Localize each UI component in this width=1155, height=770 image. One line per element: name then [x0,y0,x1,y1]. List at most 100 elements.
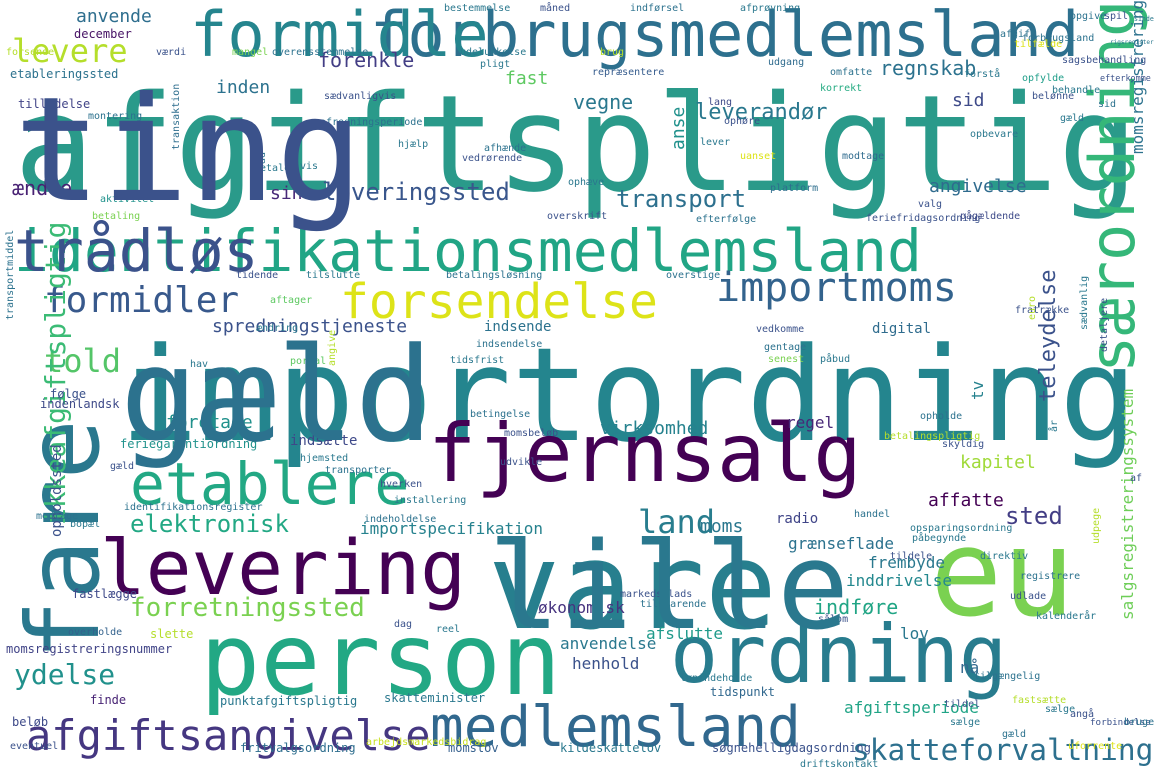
word-98: korrekt [820,83,863,94]
word-187: bruge [1124,717,1155,728]
word-176: vis [300,161,319,172]
word-198: vedrørende [462,153,523,164]
word-76: overholde [68,627,123,638]
word-167: skyldig [942,439,985,450]
word-202: afgift [1000,29,1037,40]
word-124: euro [1027,295,1038,320]
word-32: forenkle [318,48,415,72]
word-13: etablere [130,450,410,518]
word-143: medtage [36,511,79,522]
word-118: ændring [256,323,299,334]
word-134: direktiv [980,551,1029,562]
word-55: inddrivelse [846,571,952,590]
word-57: importspecifikation [360,519,544,538]
word-81: tidspunkt [710,685,776,699]
word-185: sælge [1045,704,1076,715]
word-119: gentage [764,342,807,353]
word-27: forretningssted [130,593,365,623]
word-12: medlemsland [430,695,801,760]
word-116: overstige [666,270,721,281]
word-188: behandle [1052,85,1101,96]
word-191: pligt [480,59,511,70]
word-83: kildeskattelov [560,741,662,755]
word-131: markedsplads [620,589,693,600]
word-129: identifikationsregister [124,502,263,513]
word-89: tilladelse [18,97,91,111]
word-190: sid [1098,99,1117,110]
word-47: foretage [166,412,253,433]
word-154: afprøvning [740,3,801,14]
word-22: leveringssted [322,178,510,206]
word-60: anvendelse [560,634,657,653]
word-139: dag [394,619,413,630]
word-63: afgiftsperiode [844,698,979,717]
word-82: momslov [448,741,499,755]
word-103: uanset [740,151,777,162]
word-44: digital [872,321,932,337]
word-146: transporter [325,465,392,476]
word-159: udelukkelse [460,47,527,58]
word-213: trådløs [14,217,259,285]
word-112: ophæve [568,177,605,188]
word-150: indeholdelse [364,514,437,525]
word-130: installering [394,495,467,506]
word-114: tilslutte [306,270,361,281]
word-25: ydelse [14,658,116,691]
word-75: slette [150,627,194,641]
word-203: driftskontakt [800,759,879,770]
word-88: eventuel [10,741,59,752]
word-186: angå [1070,709,1095,720]
word-132: opsparingsordning [910,523,1013,534]
word-161: tilfælde [1014,39,1063,50]
word-160: brug [600,47,625,58]
word-137: sålom [818,614,849,625]
word-65: december [74,27,132,41]
word-207: sagsbehandling [1062,55,1147,66]
word-199: afhænde [484,143,527,154]
word-164: tildele [890,551,933,562]
word-45: virksomhed [600,418,709,439]
word-206: rigsregister [1110,39,1154,46]
word-74: fastlægge [72,587,138,601]
word-48: indsætte [290,433,358,449]
word-127: portal [290,356,327,367]
word-144: bopæl [70,519,101,530]
word-140: fastsætte [1012,695,1067,706]
word-133: handel [854,509,891,520]
word-193: opholde [920,411,963,422]
word-200: gæld [1060,113,1085,124]
word-34: vegne [573,90,634,114]
word-42: spredningstjeneste [212,316,408,337]
word-19: skatteforvaltning [852,733,1154,767]
word-72: nå [960,658,980,677]
word-51: moms [700,516,744,537]
word-46: regel [786,413,835,432]
word-109: efterfølge [696,214,757,225]
word-135: registrere [1020,571,1081,582]
word-40: angivelse [929,176,1027,197]
word-189: efterkomme [1100,73,1151,83]
word-180: udlade [1010,591,1047,602]
word-56: indføre [814,595,899,619]
word-96: omfatte [830,67,873,78]
word-86: arbejdsmarkedsbidrag [366,737,487,748]
word-208: opgive [1070,11,1107,22]
word-156: værdi [156,47,187,58]
word-3: identifikationsmedlemsland [14,217,922,285]
word-8: person [200,601,562,718]
word-171: udpege [1091,507,1102,544]
word-115: betalingsløsning [446,270,543,281]
word-138: reel [436,624,461,635]
word-196: ej [248,129,261,140]
word-41: ændre [12,176,73,200]
word-64: anvende [76,6,152,27]
word-21: transport [616,185,747,213]
word-182: tidsfrist [450,355,505,366]
word-39: sin [270,183,303,204]
word-197: betale [254,163,291,174]
word-201: spil [1104,11,1129,22]
word-121: påbud [820,354,851,365]
word-97: opfylde [1022,73,1065,84]
word-78: finde [90,693,127,707]
word-28: elektronisk [130,510,289,538]
